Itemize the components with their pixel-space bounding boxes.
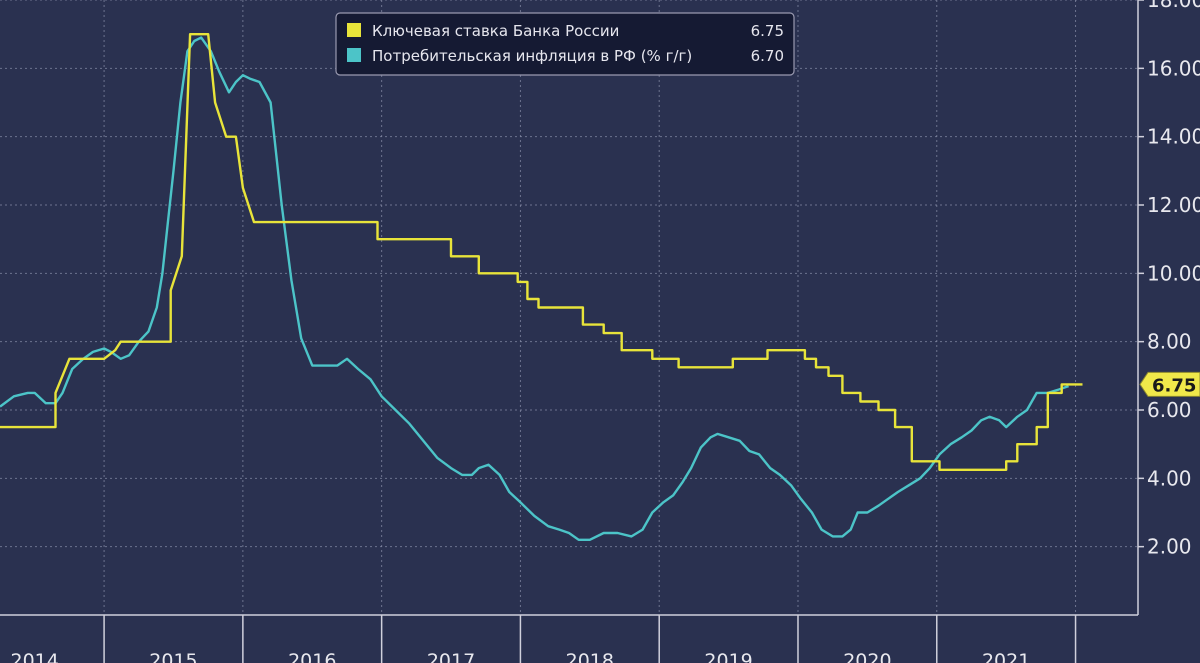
- x-tick-label: 2016: [288, 650, 336, 663]
- series-lines: [0, 33, 1083, 541]
- legend-label-inflation: Потребительская инфляция в РФ (% г/г): [372, 47, 692, 65]
- last-value-tag-shape: [1139, 371, 1200, 397]
- y-tick-label: 2.00: [1147, 535, 1192, 559]
- y-tick-label: 18.00: [1147, 0, 1200, 12]
- legend-swatch-inflation: [347, 48, 361, 62]
- x-tick-label: 2019: [704, 650, 752, 663]
- legend-box: [335, 12, 795, 76]
- y-tick-label: 10.00: [1147, 261, 1200, 285]
- y-tick-label: 14.00: [1147, 125, 1200, 149]
- y-tick-label: 12.00: [1147, 193, 1200, 217]
- legend: Ключевая ставка Банка России 6.75 Потреб…: [335, 12, 795, 76]
- legend-swatch-rate: [347, 23, 361, 37]
- x-tick-label: 2021: [982, 650, 1030, 663]
- x-tick-label: 2014: [11, 650, 59, 663]
- x-tick-label: 2020: [843, 650, 891, 663]
- legend-value-inflation: 6.70: [751, 47, 784, 65]
- x-tick-label: 2018: [566, 650, 614, 663]
- legend-value-rate: 6.75: [751, 22, 784, 40]
- y-tick-label: 4.00: [1147, 466, 1192, 490]
- x-tick-label: 2015: [149, 650, 197, 663]
- y-tick-label: 6.00: [1147, 398, 1192, 422]
- legend-label-rate: Ключевая ставка Банка России: [372, 22, 619, 40]
- x-tick-label: 2017: [427, 650, 475, 663]
- y-tick-label: 16.00: [1147, 56, 1200, 80]
- y-tick-label: 8.00: [1147, 330, 1192, 354]
- series-line-key-rate: [0, 33, 1083, 471]
- series-line-inflation: [0, 36, 1069, 541]
- last-value-tag-text: 6.75: [1152, 375, 1196, 396]
- last-value-tag: 6.75: [1139, 371, 1200, 397]
